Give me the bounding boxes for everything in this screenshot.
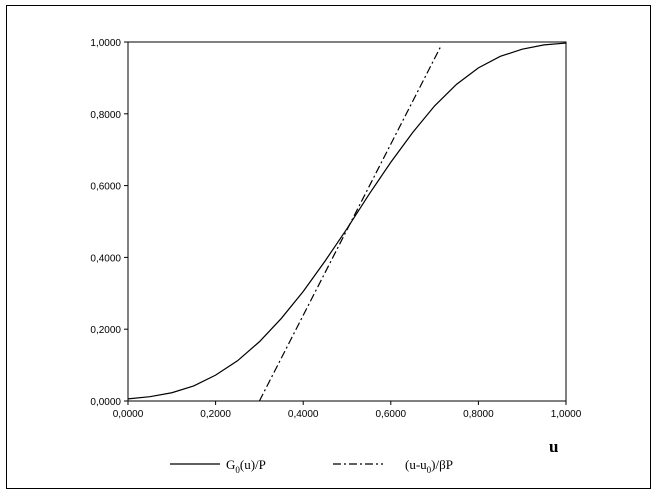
x-tick-label: 0,6000 (376, 409, 407, 420)
y-tick-label: 0,2000 (90, 325, 121, 336)
series-line-1 (127, 42, 567, 400)
plot-area (127, 41, 567, 402)
y-tick-label: 0,6000 (90, 182, 121, 193)
x-tick-label: 0,0000 (113, 409, 144, 420)
series-lines (127, 42, 567, 402)
y-tick-label: 0,4000 (90, 253, 121, 264)
legend-label-2: (u-u0)/βP (405, 457, 453, 475)
x-tick-label: 0,4000 (288, 409, 319, 420)
x-tick-label: 0,2000 (200, 409, 231, 420)
x-axis-label: u (549, 437, 558, 456)
y-tick-label: 0,0000 (90, 397, 121, 408)
legend: G0(u)/P (u-u0)/βP (170, 457, 453, 475)
y-tick-label: 1,0000 (90, 38, 121, 49)
axis-ticks: 0,0000 0,2000 0,4000 0,6000 0,8000 1,0000 0,00… (90, 38, 581, 420)
series-line-2 (258, 45, 442, 402)
legend-label-1: G0(u)/P (226, 457, 266, 475)
y-tick-label: 0,8000 (90, 110, 121, 121)
x-tick-label: 0,8000 (463, 409, 494, 420)
x-tick-label: 1,0000 (551, 409, 582, 420)
chart-frame (6, 5, 651, 489)
